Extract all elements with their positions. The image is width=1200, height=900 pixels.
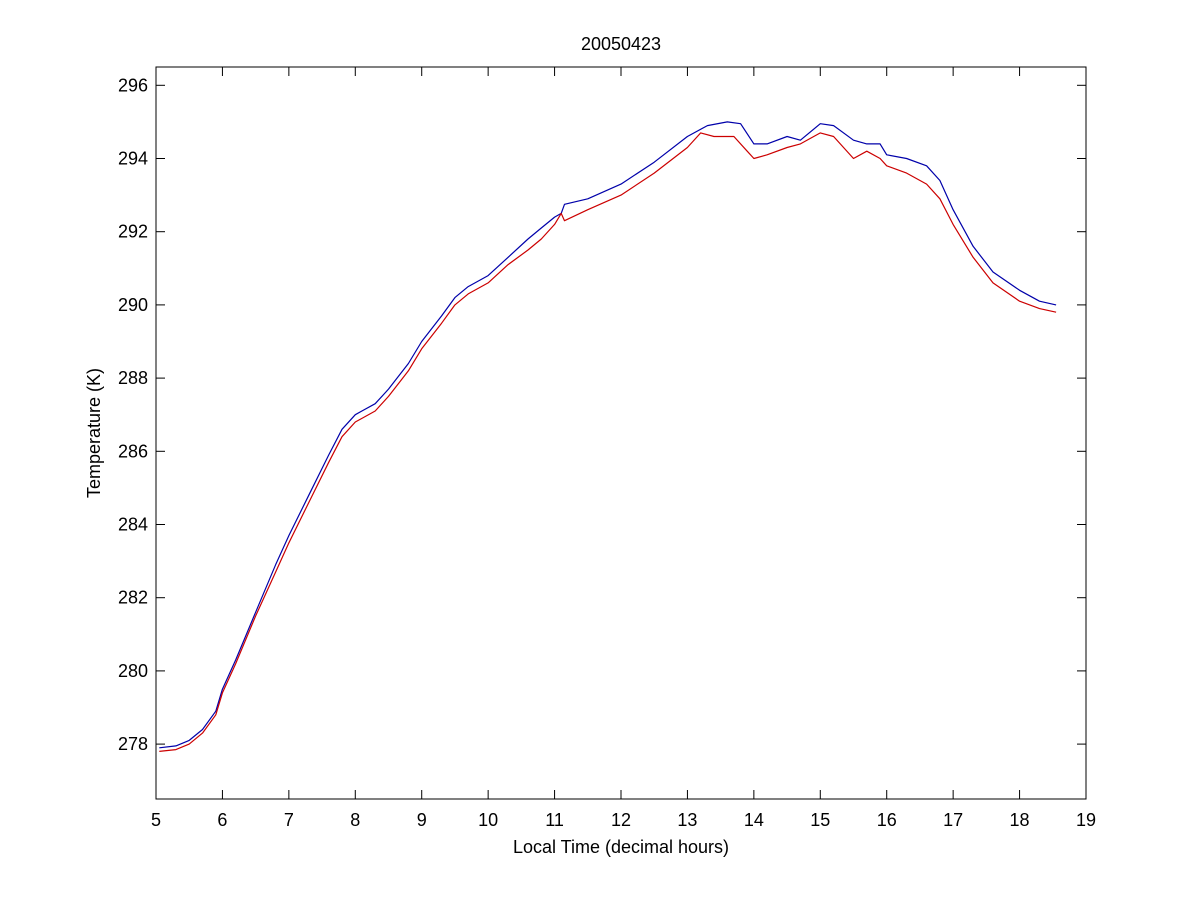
x-tick-label: 5: [151, 810, 161, 830]
x-tick-label: 6: [217, 810, 227, 830]
x-tick-label: 14: [744, 810, 764, 830]
y-tick-label: 292: [118, 222, 148, 242]
x-tick-label: 17: [943, 810, 963, 830]
x-axis: 5 6 7 8 9 10 11 12 13 14 15 16 17 18 19: [151, 67, 1096, 830]
y-tick-label: 286: [118, 441, 148, 461]
y-tick-label: 290: [118, 295, 148, 315]
x-tick-label: 9: [417, 810, 427, 830]
y-axis-label: Temperature (K): [84, 368, 104, 498]
y-tick-label: 288: [118, 368, 148, 388]
chart-title: 20050423: [581, 34, 661, 54]
x-axis-label: Local Time (decimal hours): [513, 837, 729, 857]
x-tick-label: 7: [284, 810, 294, 830]
series-line-2: [159, 132, 1057, 752]
x-tick-label: 18: [1010, 810, 1030, 830]
y-tick-label: 284: [118, 515, 148, 535]
x-tick-label: 10: [478, 810, 498, 830]
y-tick-label: 282: [118, 588, 148, 608]
y-tick-label: 278: [118, 734, 148, 754]
y-tick-label: 294: [118, 149, 148, 169]
x-tick-label: 12: [611, 810, 631, 830]
x-tick-label: 11: [545, 810, 564, 830]
series-layer: [159, 121, 1057, 752]
y-tick-label: 296: [118, 75, 148, 95]
x-tick-label: 16: [877, 810, 897, 830]
y-axis: 278 280 282 284 286 288 290 292 294 296: [118, 75, 1086, 754]
x-tick-label: 15: [810, 810, 830, 830]
x-tick-label: 13: [677, 810, 697, 830]
y-tick-label: 280: [118, 661, 148, 681]
x-tick-label: 8: [350, 810, 360, 830]
x-tick-label: 19: [1076, 810, 1096, 830]
